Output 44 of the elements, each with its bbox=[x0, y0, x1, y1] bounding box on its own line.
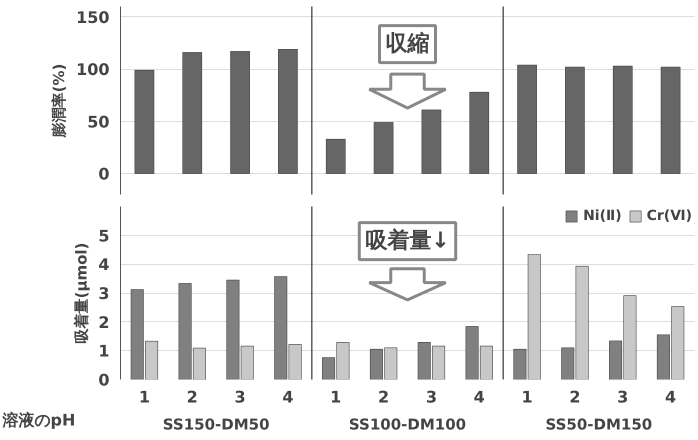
x-tick-label: 4 bbox=[474, 388, 485, 406]
bar bbox=[374, 122, 394, 174]
y-tick-label: 2 bbox=[98, 312, 110, 332]
bar bbox=[230, 51, 250, 174]
y-axis-title: 吸着量(μmol) bbox=[72, 242, 90, 344]
y-tick-label: 1 bbox=[98, 342, 110, 361]
bar bbox=[517, 64, 537, 174]
annotation: 吸着量↓ bbox=[365, 228, 450, 254]
legend-label: Ni(Ⅱ) bbox=[583, 208, 622, 224]
x-tick-label: 3 bbox=[617, 388, 628, 406]
x-tick-label: 1 bbox=[522, 388, 533, 406]
y-tick-label: 50 bbox=[87, 112, 110, 132]
y-tick-label: 0 bbox=[98, 164, 110, 184]
x-tick-label: 1 bbox=[138, 388, 150, 406]
annotation: 収縮 bbox=[386, 32, 430, 57]
x-tick-label: 3 bbox=[426, 388, 437, 406]
bar bbox=[612, 66, 633, 174]
bar bbox=[134, 70, 154, 174]
y-tick-label: 0 bbox=[98, 370, 110, 390]
y-tick-label: 4 bbox=[98, 255, 110, 274]
text: SS150-DM50 bbox=[162, 416, 270, 434]
bar bbox=[422, 110, 442, 174]
y-tick-label: 5 bbox=[98, 226, 110, 246]
legend-label: Cr(Ⅵ) bbox=[646, 208, 692, 224]
bar bbox=[182, 52, 202, 174]
y-tick-label: 3 bbox=[98, 284, 110, 303]
x-tick-label: 2 bbox=[378, 388, 390, 406]
x-tick-label: 2 bbox=[186, 388, 198, 406]
x-axis-title: 溶液のpH bbox=[2, 410, 76, 430]
bar bbox=[565, 66, 585, 174]
x-tick-label: 4 bbox=[282, 388, 294, 406]
text: SS50-DM150 bbox=[545, 416, 652, 434]
bar bbox=[660, 66, 680, 174]
bar bbox=[278, 49, 298, 174]
x-tick-label: 1 bbox=[330, 388, 342, 406]
bar bbox=[326, 138, 346, 174]
x-tick-label: 3 bbox=[234, 388, 246, 406]
text: SS100-DM100 bbox=[348, 416, 466, 434]
x-tick-label: 4 bbox=[665, 388, 676, 406]
y-axis-title: 膨潤率(%) bbox=[50, 64, 68, 138]
x-tick-label: 2 bbox=[569, 388, 580, 406]
bar bbox=[469, 92, 490, 174]
y-tick-label: 150 bbox=[76, 8, 110, 27]
y-tick-label: 100 bbox=[76, 60, 110, 80]
